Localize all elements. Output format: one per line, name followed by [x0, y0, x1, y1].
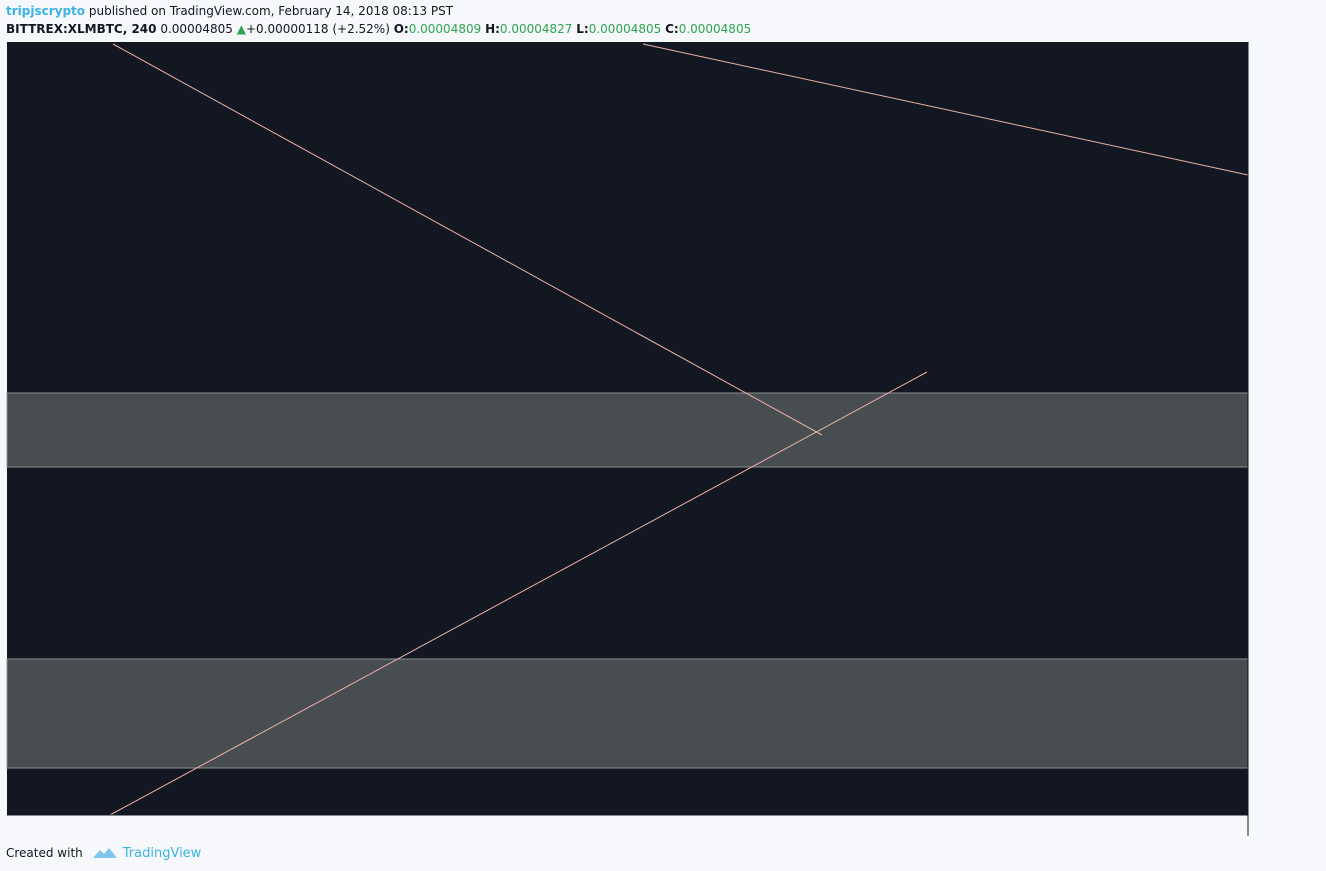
ohlc-label: H:	[485, 22, 500, 36]
low-value: 0.00004805	[588, 22, 662, 36]
symbol: BITTREX:XLMBTC, 240	[6, 22, 157, 36]
brand[interactable]: TradingView	[122, 845, 202, 861]
header-line: tripjscrypto published on TradingView.co…	[6, 4, 453, 18]
chart	[0, 42, 1326, 837]
trend-line	[642, 43, 1249, 176]
zone	[6, 658, 1249, 769]
trend-line	[109, 371, 928, 816]
price-axis	[1248, 42, 1326, 835]
footer: Created with TradingView	[6, 845, 201, 861]
trend-line	[112, 43, 823, 436]
close-value: 0.00004805	[678, 22, 752, 36]
ohlc-label: C:	[665, 22, 679, 36]
zone	[6, 392, 1249, 468]
ohlc-label: O:	[393, 22, 409, 36]
change: +0.00000118 (+2.52%)	[245, 22, 390, 36]
logo-shape	[92, 848, 117, 858]
time-axis	[0, 815, 1248, 837]
ohlc-label: L:	[576, 22, 589, 36]
created-with: Created with	[6, 846, 83, 860]
author[interactable]: tripjscrypto	[6, 4, 86, 18]
last-price: 0.00004805	[160, 22, 233, 36]
logo	[92, 848, 117, 858]
open-value: 0.00004809	[408, 22, 482, 36]
high-value: 0.00004827	[499, 22, 573, 36]
header-line: BITTREX:XLMBTC, 240 0.00004805 ▲+0.00000…	[6, 22, 751, 36]
up-arrow: ▲	[236, 22, 246, 36]
published: published on TradingView.com, February 1…	[88, 4, 454, 18]
